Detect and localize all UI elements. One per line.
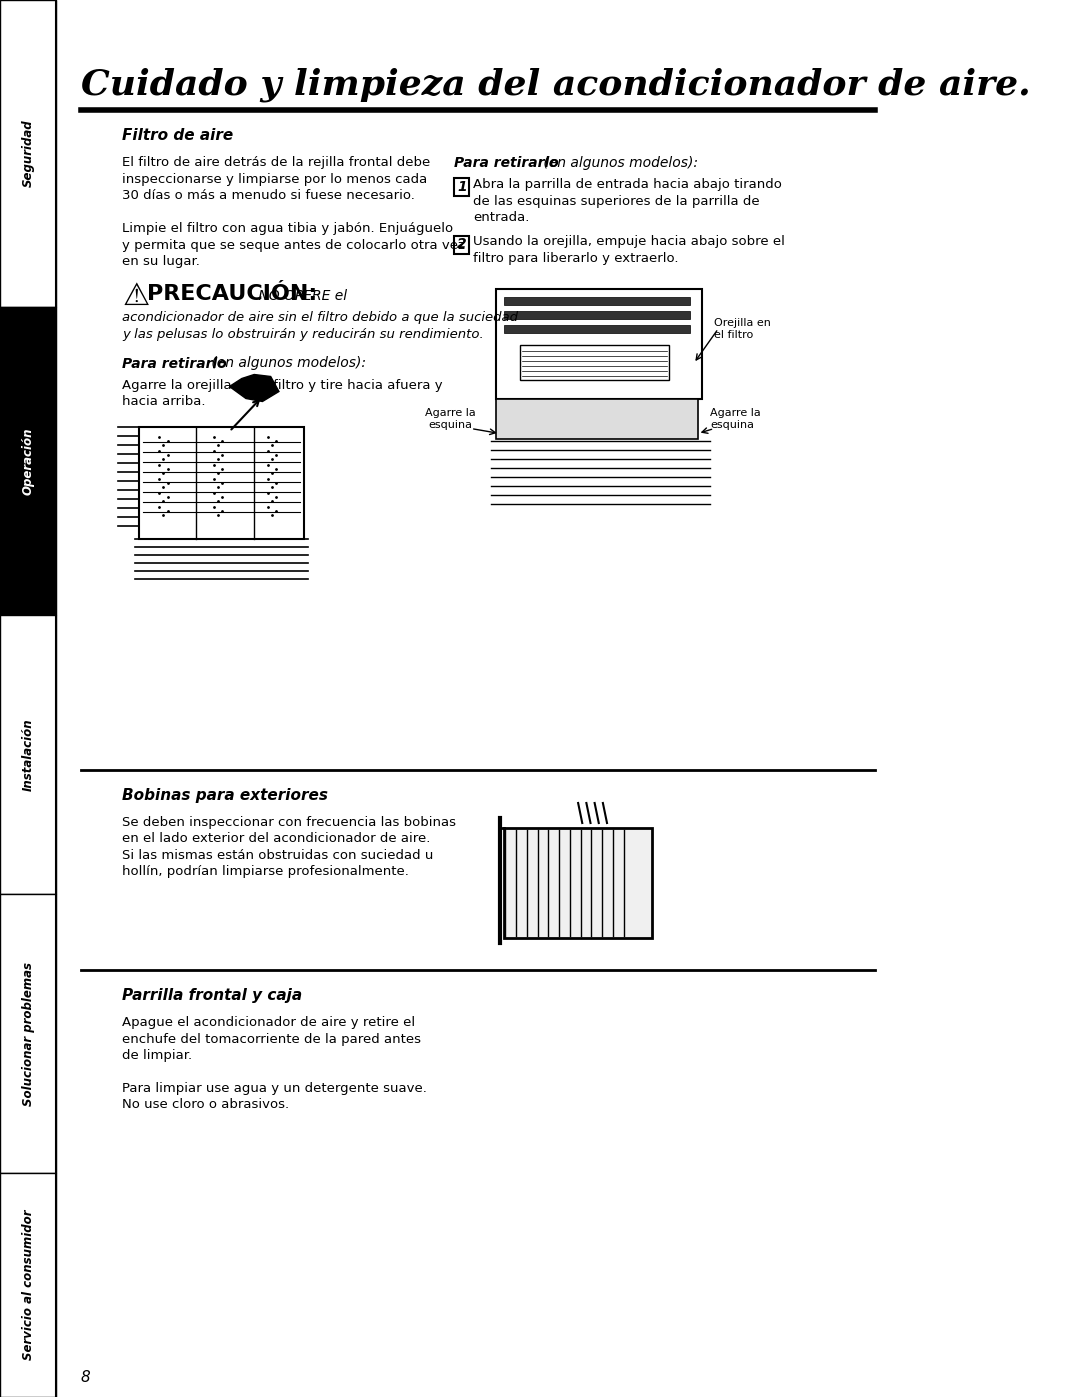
Text: No use cloro o abrasivos.: No use cloro o abrasivos. [122,1098,289,1112]
Bar [504,296,689,305]
Bar [0,615,56,894]
Text: El filtro de aire detrás de la rejilla frontal debe: El filtro de aire detrás de la rejilla f… [122,156,431,169]
Text: Parrilla frontal y caja: Parrilla frontal y caja [122,988,302,1003]
Bar [496,289,702,398]
Text: hacia arriba.: hacia arriba. [122,395,205,408]
Text: Para retirarlo: Para retirarlo [122,356,227,370]
Text: 1: 1 [457,180,467,194]
Text: 8: 8 [81,1370,91,1384]
Text: (en algunos modelos):: (en algunos modelos): [207,356,366,370]
Text: y las pelusas lo obstruirán y reducirán su rendimiento.: y las pelusas lo obstruirán y reducirán … [122,328,484,341]
Bar [0,0,56,307]
Bar [455,177,469,196]
Text: inspeccionarse y limpiarse por lo menos cada: inspeccionarse y limpiarse por lo menos … [122,172,428,186]
Text: Servicio al consumidor: Servicio al consumidor [22,1210,35,1361]
Text: PRECAUCIÓN:: PRECAUCIÓN: [147,285,318,305]
Bar [0,894,56,1173]
Text: Se deben inspeccionar con frecuencia las bobinas: Se deben inspeccionar con frecuencia las… [122,816,456,828]
Text: Agarre la
esquina: Agarre la esquina [424,408,475,430]
Text: Limpie el filtro con agua tibia y jabón. Enjuáguelo: Limpie el filtro con agua tibia y jabón.… [122,222,454,235]
Text: Filtro de aire: Filtro de aire [122,129,233,142]
Text: Instalación: Instalación [22,718,35,791]
Text: 30 días o más a menudo si fuese necesario.: 30 días o más a menudo si fuese necesari… [122,189,415,203]
Text: Agarre la
esquina: Agarre la esquina [711,408,761,430]
Text: Para retirarlo: Para retirarlo [455,156,559,170]
Text: en el lado exterior del acondicionador de aire.: en el lado exterior del acondicionador d… [122,833,431,845]
Text: Orejilla en
el filtro: Orejilla en el filtro [714,319,771,339]
Text: NO OPERE el: NO OPERE el [254,289,348,303]
Bar [138,426,303,538]
Text: 2: 2 [457,237,467,251]
Bar [504,828,652,937]
Text: Cuidado y limpieza del acondicionador de aire.: Cuidado y limpieza del acondicionador de… [81,68,1030,102]
Text: Solucionar problemas: Solucionar problemas [22,961,35,1106]
Bar [504,310,689,319]
Text: Operación: Operación [22,427,35,495]
Text: ⚠: ⚠ [122,282,149,310]
Text: Agarre la orejilla en el filtro y tire hacia afuera y: Agarre la orejilla en el filtro y tire h… [122,379,443,391]
Text: filtro para liberarlo y extraerlo.: filtro para liberarlo y extraerlo. [473,251,679,265]
Text: acondicionador de aire sin el filtro debido a que la suciedad: acondicionador de aire sin el filtro deb… [122,312,518,324]
Polygon shape [229,374,279,401]
Text: entrada.: entrada. [473,211,529,224]
Bar [0,1173,56,1397]
Text: Seguridad: Seguridad [22,120,35,187]
Bar [521,345,669,380]
Bar [496,398,698,439]
Text: de limpiar.: de limpiar. [122,1049,192,1062]
Bar [0,307,56,615]
Text: Apague el acondicionador de aire y retire el: Apague el acondicionador de aire y retir… [122,1016,416,1030]
Text: (en algunos modelos):: (en algunos modelos): [539,156,699,170]
Bar [455,236,469,253]
Text: enchufe del tomacorriente de la pared antes: enchufe del tomacorriente de la pared an… [122,1032,421,1045]
Bar [504,324,689,332]
Text: hollín, podrían limpiarse profesionalmente.: hollín, podrían limpiarse profesionalmen… [122,866,409,879]
Text: Usando la orejilla, empuje hacia abajo sobre el: Usando la orejilla, empuje hacia abajo s… [473,236,785,249]
Text: y permita que se seque antes de colocarlo otra vez: y permita que se seque antes de colocarl… [122,239,465,251]
Text: en su lugar.: en su lugar. [122,256,200,268]
Text: Bobinas para exteriores: Bobinas para exteriores [122,788,328,803]
Text: Para limpiar use agua y un detergente suave.: Para limpiar use agua y un detergente su… [122,1083,427,1095]
Text: Si las mismas están obstruidas con suciedad u: Si las mismas están obstruidas con sucie… [122,849,433,862]
Text: de las esquinas superiores de la parrilla de: de las esquinas superiores de la parrill… [473,194,760,208]
Text: Abra la parrilla de entrada hacia abajo tirando: Abra la parrilla de entrada hacia abajo … [473,177,782,191]
